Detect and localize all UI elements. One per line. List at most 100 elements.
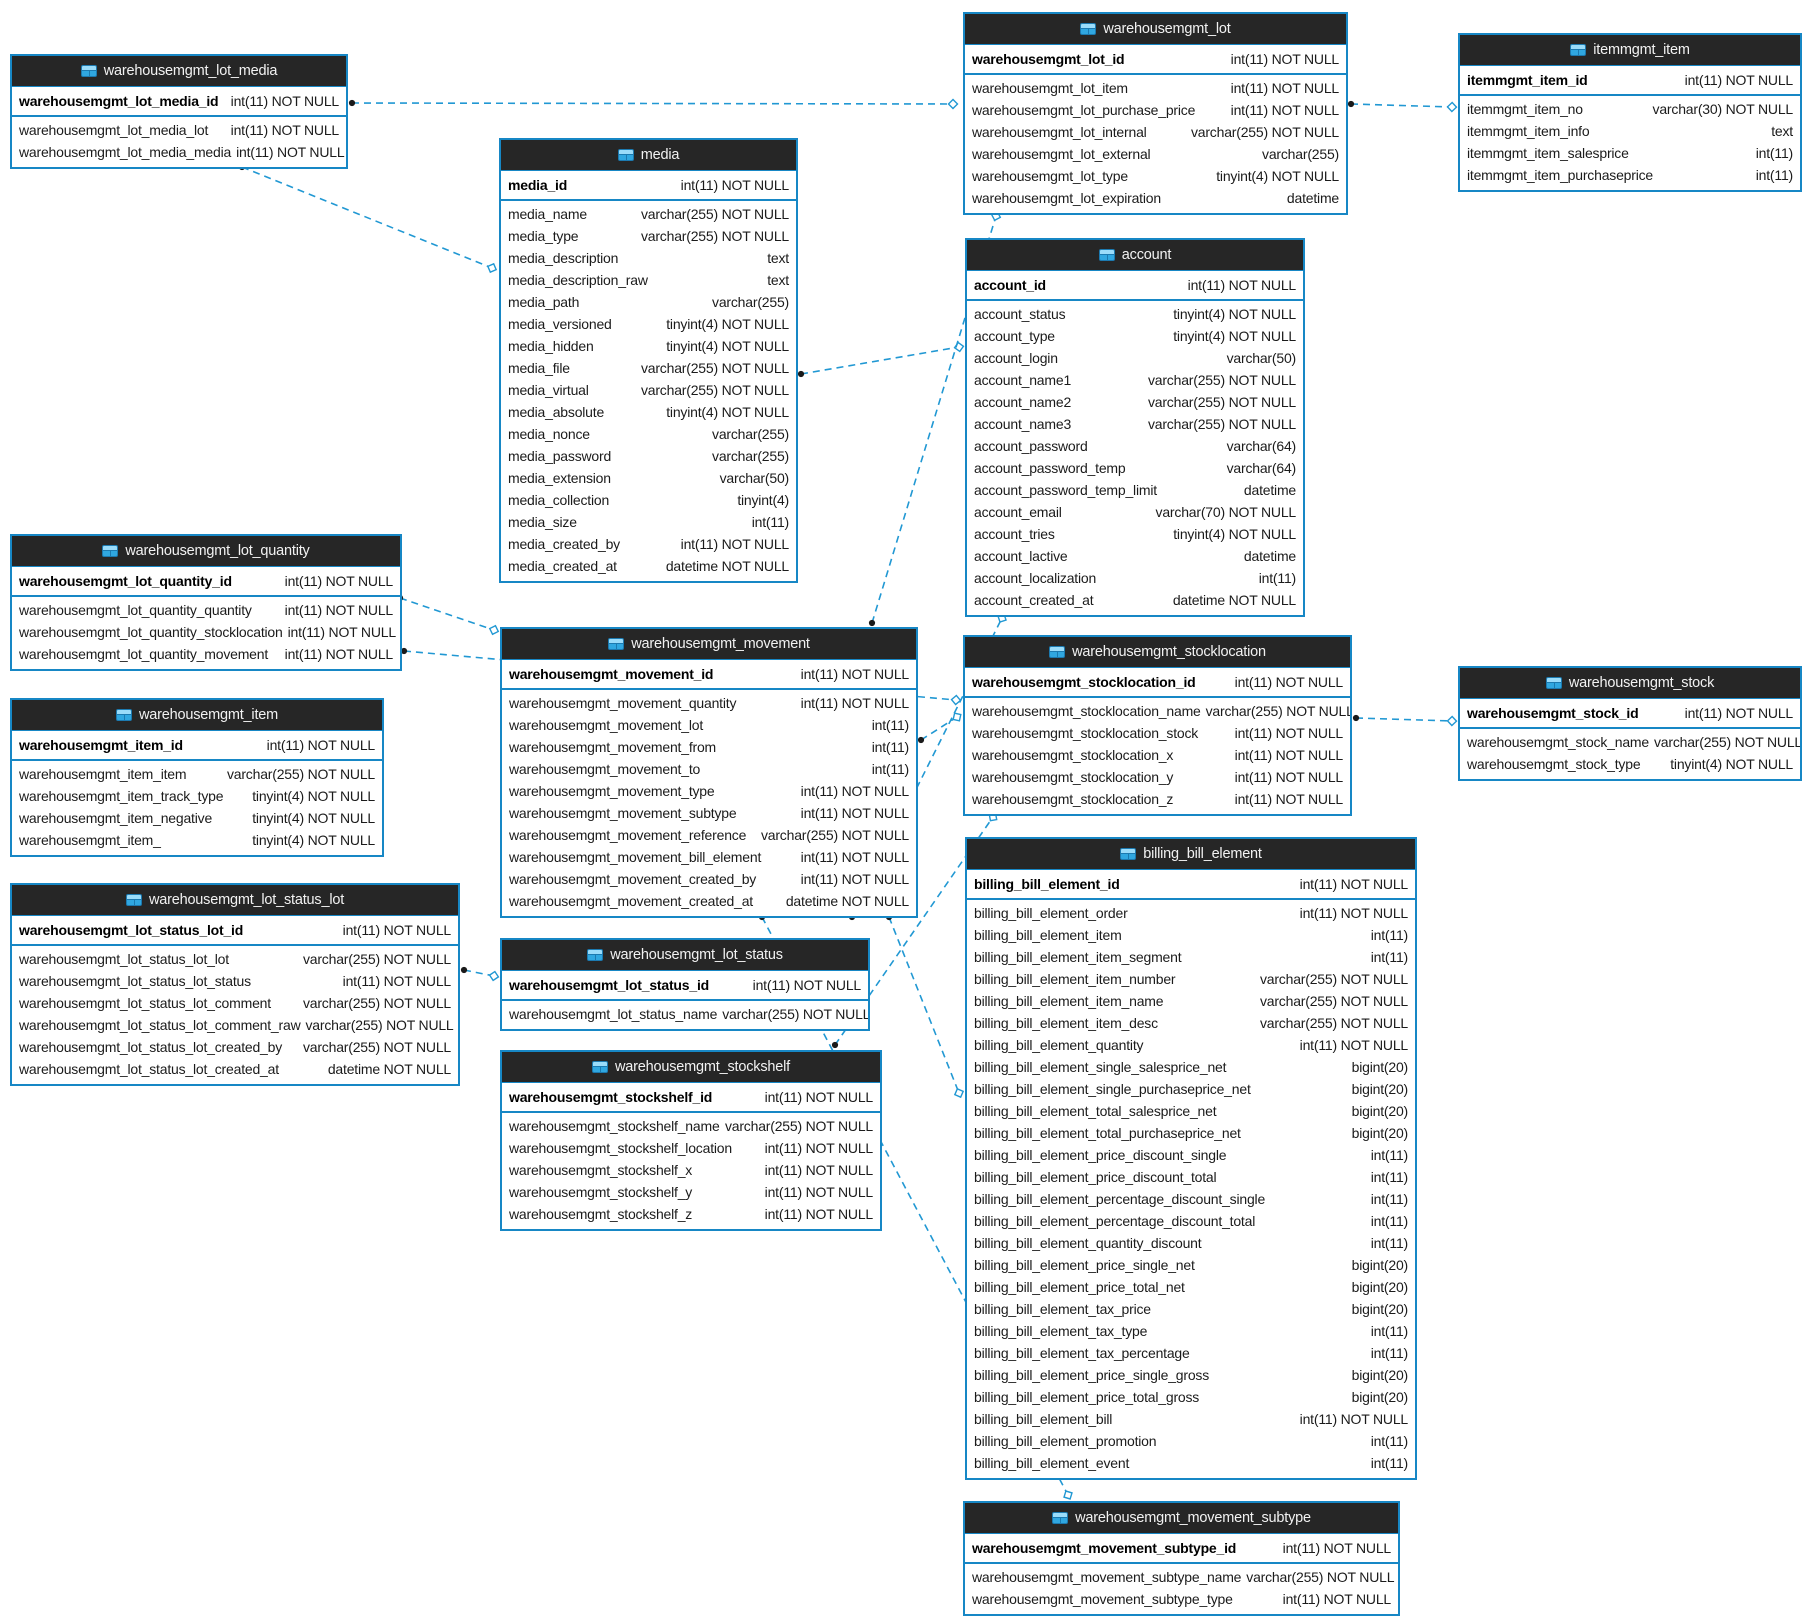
table-icon (1570, 44, 1587, 56)
table-card-billing_bill_element[interactable]: billing_bill_element billing_bill_elemen… (965, 837, 1417, 1480)
column-type: int(11) (751, 514, 789, 530)
relation-line (396, 594, 500, 636)
table-card-warehousemgmt_lot[interactable]: warehousemgmt_lot warehousemgmt_lot_id in… (963, 12, 1348, 215)
table-header[interactable]: warehousemgmt_movement (502, 629, 916, 660)
column-row: billing_bill_element_bill int(11) NOT NUL… (967, 1408, 1415, 1430)
table-title: warehousemgmt_movement_subtype (1075, 1510, 1311, 1526)
column-type: int(11) NOT NULL (1299, 876, 1409, 892)
column-name: billing_bill_element_tax_percentage (974, 1345, 1190, 1361)
pk-column-row: warehousemgmt_lot_id int(11) NOT NULL (965, 45, 1346, 73)
column-name: media_password (508, 448, 612, 464)
column-name: warehousemgmt_lot_quantity_id (19, 573, 232, 589)
relation-line (1347, 100, 1458, 113)
column-name: warehousemgmt_movement_created_by (509, 871, 757, 887)
column-row: media_virtual varchar(255) NOT NULL (501, 379, 796, 401)
column-name: media_size (508, 514, 577, 530)
column-name: warehousemgmt_stockshelf_y (509, 1184, 693, 1200)
column-row: warehousemgmt_lot_media_media int(11) NOT… (12, 141, 346, 163)
column-name: warehousemgmt_movement_subtype_name (972, 1569, 1242, 1585)
columns-section: warehousemgmt_lot_status_name varchar(255… (502, 1001, 868, 1029)
table-header[interactable]: warehousemgmt_lot_status_lot (12, 885, 458, 916)
pk-column-row: warehousemgmt_stock_id int(11) NOT NULL (1460, 699, 1800, 727)
column-name: warehousemgmt_lot_item (972, 80, 1128, 96)
relation-line (238, 163, 498, 274)
table-card-warehousemgmt_lot_media[interactable]: warehousemgmt_lot_media warehousemgmt_lo… (10, 54, 348, 169)
pk-column-row: warehousemgmt_movement_id int(11) NOT NUL… (502, 660, 916, 688)
column-name: warehousemgmt_lot_quantity_stocklocation (19, 624, 283, 640)
column-row: warehousemgmt_movement_created_by int(11)… (502, 868, 916, 890)
column-type: int(11) NOT NULL (287, 624, 397, 640)
table-header[interactable]: warehousemgmt_lot_status (502, 940, 868, 971)
column-name: warehousemgmt_stockshelf_name (509, 1118, 720, 1134)
table-header[interactable]: warehousemgmt_stock (1460, 668, 1800, 699)
column-row: billing_bill_element_item_desc varchar(25… (967, 1012, 1415, 1034)
table-header[interactable]: warehousemgmt_lot (965, 14, 1346, 45)
column-row: warehousemgmt_lot_external varchar(255) (965, 143, 1346, 165)
column-row: media_collection tinyint(4) (501, 489, 796, 511)
table-header[interactable]: media (501, 140, 796, 171)
table-title: media (640, 147, 680, 163)
column-type: int(11) NOT NULL (1299, 1037, 1409, 1053)
column-name: warehousemgmt_stockshelf_z (509, 1206, 693, 1222)
table-header[interactable]: warehousemgmt_lot_media (12, 56, 346, 87)
relation-line (1352, 714, 1458, 727)
column-row: warehousemgmt_lot_quantity_movement int(1… (12, 643, 400, 665)
column-name: itemmgmt_item_id (1467, 72, 1588, 88)
column-type: int(11) (1370, 1433, 1408, 1449)
column-name: warehousemgmt_lot_internal (972, 124, 1147, 140)
column-row: billing_bill_element_order int(11) NOT NU… (967, 902, 1415, 924)
table-header[interactable]: warehousemgmt_stocklocation (965, 637, 1350, 668)
table-header[interactable]: warehousemgmt_stockshelf (502, 1052, 880, 1083)
table-header[interactable]: account (967, 240, 1303, 271)
column-row: warehousemgmt_stocklocation_y int(11) NOT… (965, 766, 1350, 788)
column-name: warehousemgmt_lot_status_lot_id (19, 922, 244, 938)
table-card-account[interactable]: account account_id int(11) NOT NULL accou… (965, 238, 1305, 617)
table-card-warehousemgmt_stock[interactable]: warehousemgmt_stock warehousemgmt_stock_… (1458, 666, 1802, 781)
column-type: varchar(255) NOT NULL (1205, 703, 1350, 719)
table-card-warehousemgmt_movement_subtype[interactable]: warehousemgmt_movement_subtype warehouse… (963, 1501, 1400, 1616)
column-name: warehousemgmt_stocklocation_y (972, 769, 1174, 785)
column-row: media_absolute tinyint(4) NOT NULL (501, 401, 796, 423)
table-header[interactable]: warehousemgmt_item (12, 700, 382, 731)
table-card-warehousemgmt_lot_status_lot[interactable]: warehousemgmt_lot_status_lot warehousemg… (10, 883, 460, 1086)
column-type: varchar(255) NOT NULL (640, 360, 789, 376)
column-type: varchar(255) NOT NULL (1147, 372, 1296, 388)
table-header[interactable]: warehousemgmt_movement_subtype (965, 1503, 1398, 1534)
table-card-warehousemgmt_item[interactable]: warehousemgmt_item warehousemgmt_item_id… (10, 698, 384, 857)
column-type: int(11) NOT NULL (342, 922, 452, 938)
column-name: media_hidden (508, 338, 594, 354)
column-type: varchar(255) NOT NULL (640, 228, 789, 244)
column-name: warehousemgmt_item_negative (19, 810, 213, 826)
table-card-warehousemgmt_movement[interactable]: warehousemgmt_movement warehousemgmt_mov… (500, 627, 918, 918)
column-row: warehousemgmt_movement_reference varchar(… (502, 824, 916, 846)
column-row: billing_bill_element_tax_percentage int(1… (967, 1342, 1415, 1364)
table-header[interactable]: itemmgmt_item (1460, 35, 1800, 66)
table-card-warehousemgmt_lot_quantity[interactable]: warehousemgmt_lot_quantity warehousemgmt… (10, 534, 402, 671)
table-card-warehousemgmt_stockshelf[interactable]: warehousemgmt_stockshelf warehousemgmt_s… (500, 1050, 882, 1231)
column-row: billing_bill_element_percentage_discount… (967, 1210, 1415, 1232)
column-name: account_email (974, 504, 1062, 520)
column-type: varchar(255) NOT NULL (305, 1017, 454, 1033)
table-card-warehousemgmt_lot_status[interactable]: warehousemgmt_lot_status warehousemgmt_l… (500, 938, 870, 1031)
columns-section: warehousemgmt_lot_status_lot_lot varchar(… (12, 946, 458, 1084)
column-row: media_name varchar(255) NOT NULL (501, 203, 796, 225)
column-type: varchar(255) (712, 426, 789, 442)
column-row: warehousemgmt_movement_subtype int(11) NO… (502, 802, 916, 824)
column-name: media_virtual (508, 382, 589, 398)
column-type: varchar(255) NOT NULL (226, 766, 375, 782)
table-header[interactable]: billing_bill_element (967, 839, 1415, 870)
column-row: warehousemgmt_stockshelf_y int(11) NOT NU… (502, 1181, 880, 1203)
table-card-media[interactable]: media media_id int(11) NOT NULL media_nam… (499, 138, 798, 583)
table-card-itemmgmt_item[interactable]: itemmgmt_item itemmgmt_item_id int(11) NO… (1458, 33, 1802, 192)
column-type: tinyint(4) NOT NULL (1173, 328, 1296, 344)
column-type: varchar(64) (1226, 460, 1297, 476)
table-card-warehousemgmt_stocklocation[interactable]: warehousemgmt_stocklocation warehousemgm… (963, 635, 1352, 816)
table-header[interactable]: warehousemgmt_lot_quantity (12, 536, 400, 567)
column-name: account_login (974, 350, 1058, 366)
column-type: bigint(20) (1351, 1257, 1409, 1273)
column-name: warehousemgmt_movement_created_at (509, 893, 753, 909)
column-name: warehousemgmt_lot_status_lot_status (19, 973, 251, 989)
column-row: media_extension varchar(50) (501, 467, 796, 489)
column-type: tinyint(4) NOT NULL (1173, 306, 1296, 322)
columns-section: warehousemgmt_lot_media_lot int(11) NOT N… (12, 117, 346, 167)
